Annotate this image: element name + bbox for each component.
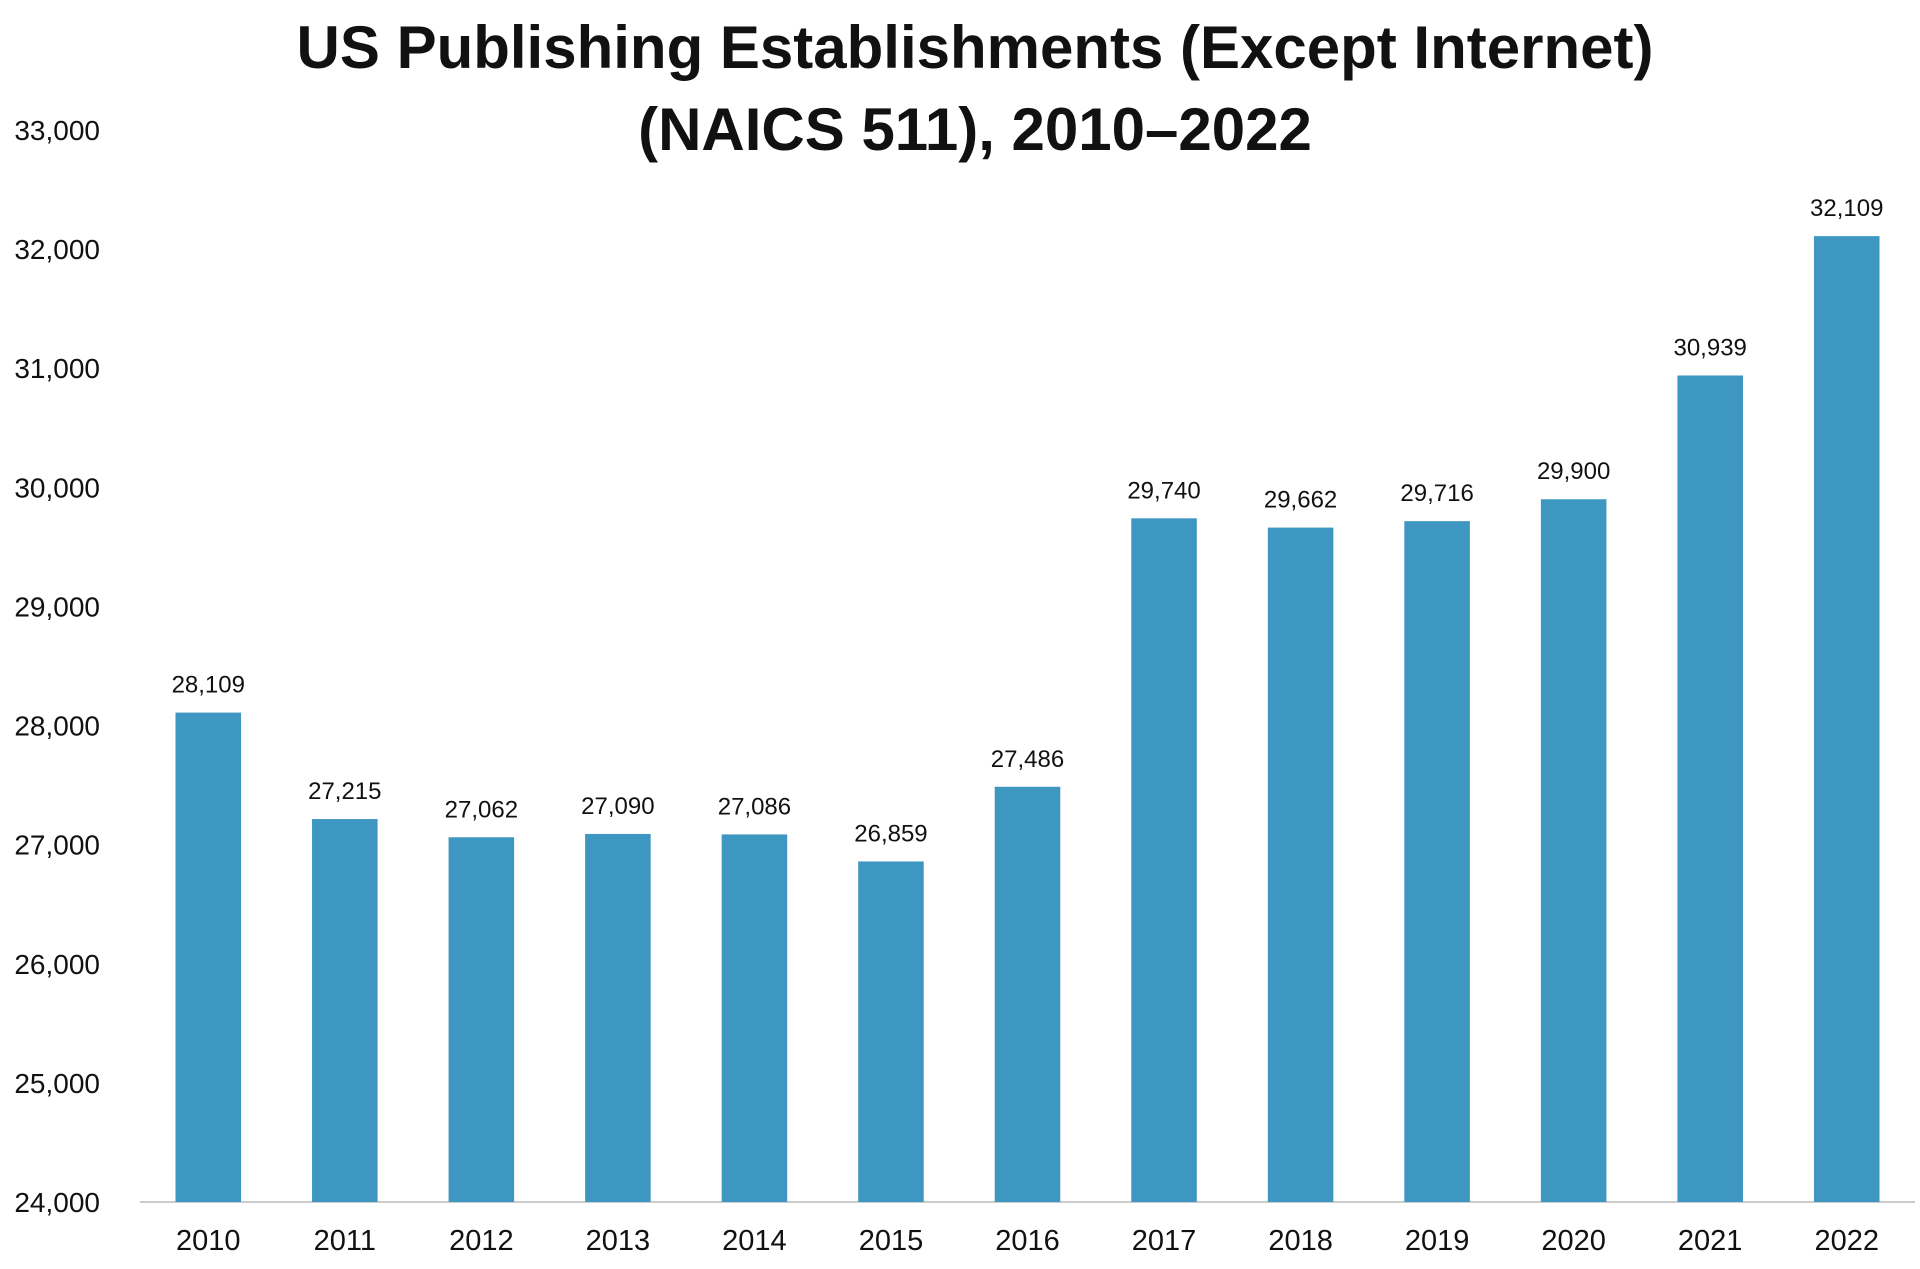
x-tick-label: 2013 (586, 1225, 651, 1257)
y-tick-label: 31,000 (14, 353, 100, 384)
x-tick-label: 2022 (1814, 1225, 1879, 1257)
y-tick-label: 24,000 (14, 1187, 100, 1218)
x-tick-label: 2018 (1268, 1225, 1333, 1257)
y-tick-label: 30,000 (14, 472, 100, 503)
chart-title-line-2: (NAICS 511), 2010–2022 (638, 96, 1312, 163)
x-tick-label: 2014 (722, 1225, 787, 1257)
bar (858, 861, 924, 1202)
data-label: 29,662 (1264, 487, 1337, 514)
y-tick-label: 27,000 (14, 830, 100, 861)
x-tick-label: 2020 (1541, 1225, 1606, 1257)
bar (721, 834, 788, 1202)
x-axis: 2010 2011 2012 2013 2014 2015 2016 2017 2018 2019… (176, 1225, 1879, 1257)
data-label: 26,859 (854, 820, 927, 847)
x-tick-label: 2010 (176, 1225, 241, 1257)
data-label: 29,900 (1537, 458, 1610, 485)
chart-title-group: US Publishing Establishments (Except Int… (297, 14, 1654, 163)
bar (1267, 527, 1334, 1202)
data-label: 27,215 (308, 778, 381, 805)
bars-group (175, 236, 1880, 1203)
x-tick-label: 2021 (1678, 1225, 1743, 1257)
data-label: 27,486 (991, 746, 1064, 773)
data-label: 29,740 (1127, 477, 1200, 504)
x-tick-label: 2011 (314, 1225, 376, 1257)
bar (1813, 236, 1880, 1203)
data-label: 28,109 (172, 672, 245, 699)
data-label: 29,716 (1400, 480, 1473, 507)
data-label: 27,090 (581, 793, 654, 820)
data-label: 30,939 (1673, 334, 1746, 361)
x-tick-label: 2017 (1132, 1225, 1197, 1257)
y-axis: 24,000 25,000 26,000 27,000 28,000 29,000 30,0… (14, 115, 100, 1218)
bar (1677, 375, 1743, 1202)
data-label: 32,109 (1810, 195, 1883, 222)
y-tick-label: 28,000 (14, 711, 100, 742)
x-tick-label: 2019 (1405, 1225, 1470, 1257)
bar (448, 837, 515, 1202)
y-tick-label: 33,000 (14, 115, 100, 146)
x-tick-label: 2016 (995, 1225, 1060, 1257)
x-tick-label: 2012 (449, 1225, 514, 1257)
y-tick-label: 25,000 (14, 1068, 100, 1099)
data-label: 27,062 (445, 796, 518, 823)
data-labels-group: 28,109 27,215 27,062 27,090 27,086 26,859 27,4… (172, 195, 1884, 847)
bar (1404, 521, 1470, 1202)
chart-title: US Publishing Establishments (Except Int… (297, 14, 1654, 81)
y-tick-label: 29,000 (14, 591, 100, 622)
bar (1540, 499, 1607, 1202)
bar (312, 819, 378, 1202)
bar (585, 833, 651, 1202)
x-tick-label: 2015 (859, 1225, 924, 1257)
data-label: 27,086 (718, 793, 791, 820)
y-tick-label: 32,000 (14, 234, 100, 265)
bar (994, 786, 1061, 1202)
y-tick-label: 26,000 (14, 949, 100, 980)
bar (175, 712, 242, 1202)
bar (1131, 518, 1197, 1202)
